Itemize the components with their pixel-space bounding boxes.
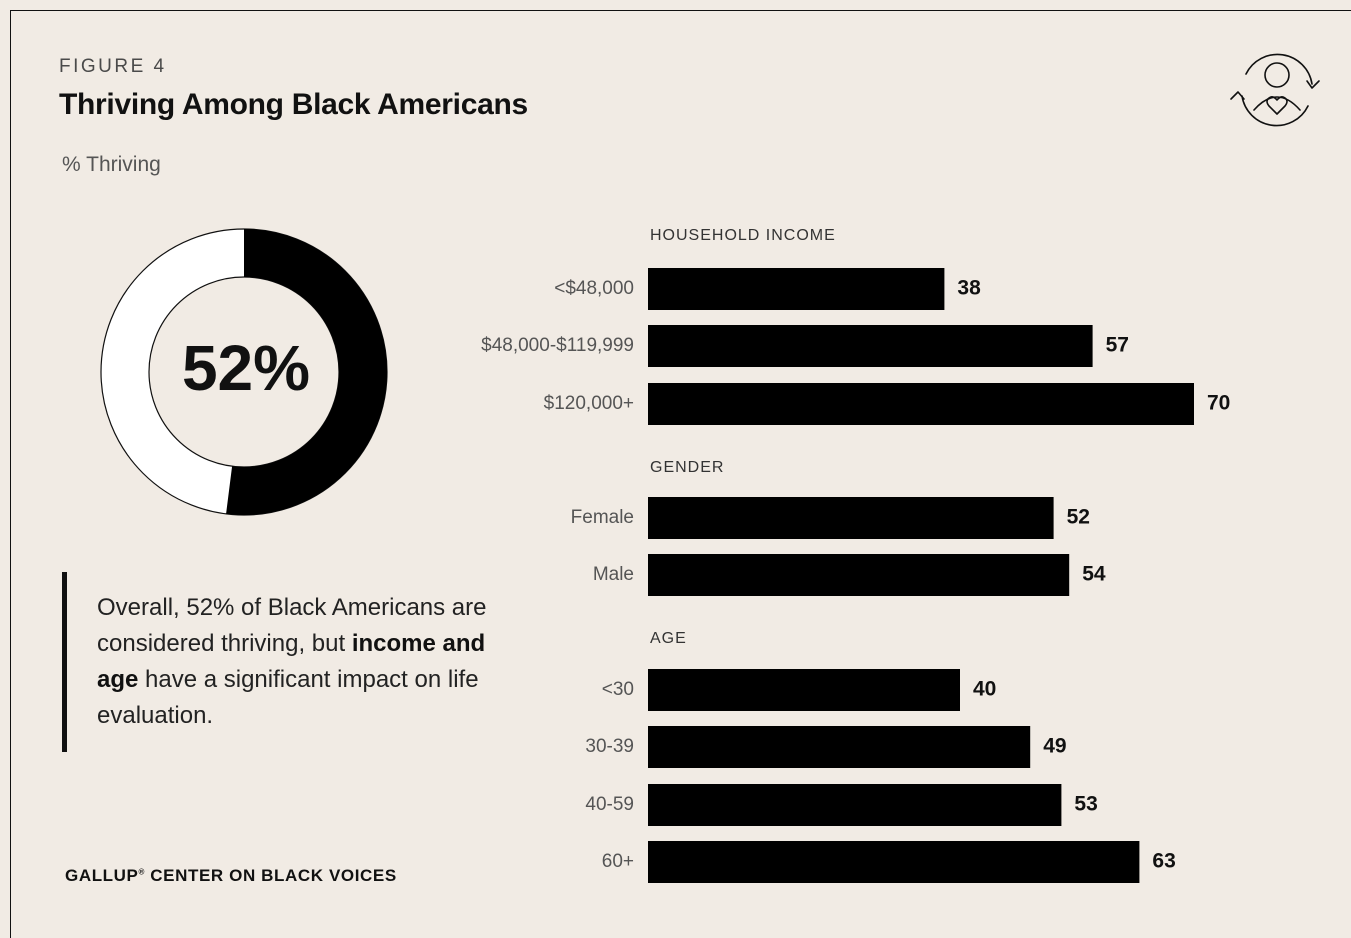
callout-text-2: have a significant impact on life evalua… <box>97 666 479 729</box>
callout-text-bold: income and age <box>97 630 486 693</box>
bar-category-label: Male <box>593 564 634 585</box>
bar-value-label: 70 <box>1207 392 1230 415</box>
bar <box>648 325 1093 367</box>
callout-text: Overall, 52% of Black Americans are cons… <box>97 590 527 734</box>
bar-value-label: 49 <box>1043 735 1066 758</box>
bar-category-label: 30-39 <box>585 736 634 757</box>
person-heart-cycle-icon <box>1230 53 1320 127</box>
bar-category-label: 60+ <box>602 851 634 872</box>
bar <box>648 784 1062 826</box>
bar-category-label: <$48,000 <box>554 278 634 299</box>
bar-category-label: <30 <box>602 679 634 700</box>
chart-subtitle: % Thriving <box>62 153 161 176</box>
bar-category-label: $48,000-$119,999 <box>481 335 634 356</box>
bar <box>648 554 1070 596</box>
bar-category-label: Female <box>571 507 634 528</box>
bar <box>648 383 1194 425</box>
group-title: AGE <box>650 630 687 647</box>
bar-value-label: 53 <box>1074 793 1097 816</box>
bar-category-label: $120,000+ <box>544 393 634 414</box>
callout-text-1: Overall, 52% of Black Americans are cons… <box>97 594 487 657</box>
bar <box>648 726 1031 768</box>
footer-brand: GALLUP® CENTER ON BLACK VOICES <box>65 866 397 886</box>
bar-value-label: 40 <box>973 678 996 701</box>
bar-value-label: 38 <box>957 277 981 300</box>
bar <box>648 497 1054 539</box>
bar-value-label: 52 <box>1067 506 1090 529</box>
bar <box>648 841 1140 883</box>
footer-brand-rest: CENTER ON BLACK VOICES <box>144 866 397 885</box>
figure-frame <box>10 10 1351 938</box>
donut-thriving-slice <box>226 229 387 515</box>
callout-accent-bar <box>62 572 67 752</box>
overall-donut-chart: 52% <box>100 228 388 516</box>
bar-value-label: 57 <box>1106 334 1129 357</box>
group-title: HOUSEHOLD INCOME <box>650 227 836 244</box>
chart-title: Thriving Among Black Americans <box>59 88 528 121</box>
bar-value-label: 54 <box>1082 563 1106 586</box>
bar <box>648 268 945 310</box>
footer-registered-mark: ® <box>138 867 145 877</box>
bar-value-label: 63 <box>1152 850 1175 873</box>
bar-category-label: 40-59 <box>585 794 634 815</box>
bar <box>648 669 960 711</box>
figure-label: FIGURE 4 <box>59 56 167 77</box>
group-title: GENDER <box>650 459 724 476</box>
footer-brand-name: GALLUP <box>65 866 139 885</box>
donut-center-label: 52% <box>182 332 310 404</box>
